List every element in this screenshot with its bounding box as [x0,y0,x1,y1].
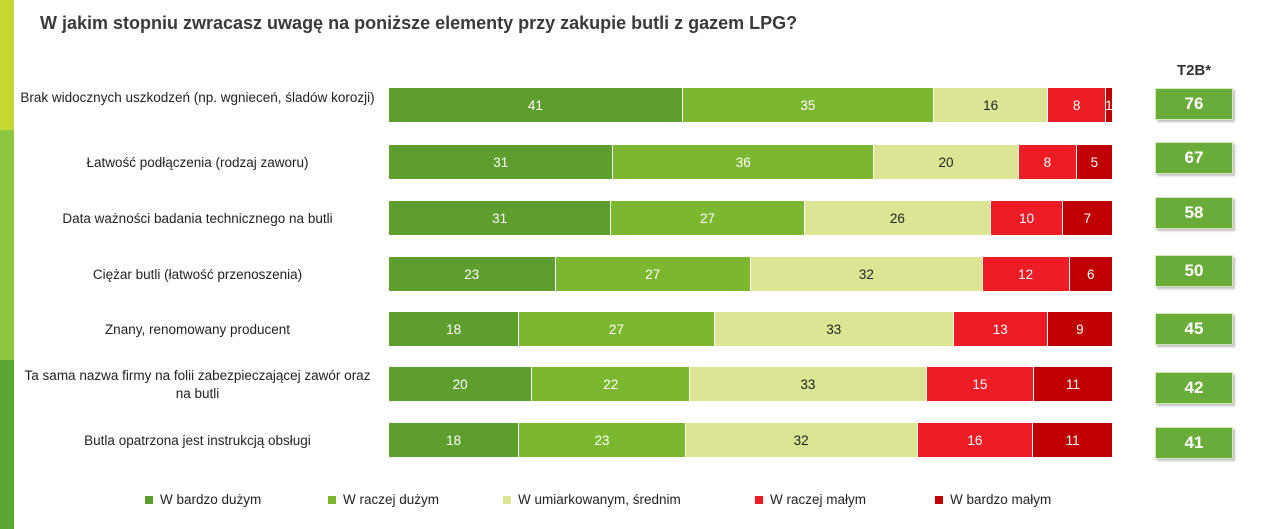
bar-segment: 11 [1033,423,1113,457]
bar-segment: 35 [682,88,934,122]
bar-segment: 23 [389,257,556,291]
t2b-header: T2B* [1176,62,1212,79]
legend-item: W umiarkowanym, średnim [503,492,681,507]
bar-segment: 36 [613,145,875,179]
t2b-value: 50 [1155,255,1233,287]
legend-swatch [145,495,153,504]
bar-segment: 23 [519,423,686,457]
bar-segment: 7 [1062,201,1113,235]
t2b-value: 42 [1155,372,1233,404]
bar-segment: 16 [917,423,1034,457]
t2b-value: 76 [1155,88,1233,120]
legend-item: W bardzo dużym [145,492,261,507]
row-label: Brak widocznych uszkodzeń (np. wgnieceń,… [20,90,375,105]
row-label: Butla opatrzona jest instrukcją obsługi [84,433,311,448]
bar-segment: 16 [933,88,1049,122]
bar-segment: 18 [389,423,520,457]
bar-row: 23 27 32 12 6 [389,257,1113,291]
bar-segment: 41 [389,88,683,122]
bar-segment: 10 [991,201,1063,235]
bar-segment: 26 [804,201,992,235]
bar-segment: 1 [1105,88,1113,122]
bar-segment: 11 [1034,367,1113,401]
bar-segment: 32 [751,257,983,291]
chart-legend: W bardzo dużym W raczej dużym W umiarkowan… [0,492,1279,512]
bar-segment: 32 [685,423,918,457]
bar-segment: 33 [690,367,927,401]
bar-segment: 8 [1048,88,1106,122]
legend-label: W bardzo małym [950,492,1052,507]
row-label: Ciężar butli (łatwość przenoszenia) [92,267,303,282]
bar-segment: 31 [389,145,614,179]
row-label: Data ważności badania technicznego na bu… [62,211,333,226]
row-label: Ta sama nazwa firmy na folii zabezpiecza… [24,368,371,401]
legend-label: W bardzo dużym [160,492,262,507]
bar-segment: 27 [555,257,751,291]
bar-segment: 5 [1076,145,1113,179]
t2b-value: 45 [1155,313,1233,345]
bar-segment: 33 [714,312,954,346]
legend-swatch [503,495,511,504]
legend-label: W umiarkowanym, średnim [518,492,681,507]
legend-item: W bardzo małym [935,492,1051,507]
bar-segment: 20 [874,145,1019,179]
row-label: Znany, renomowany producent [104,322,291,337]
t2b-value: 58 [1155,197,1233,229]
bar-segment: 9 [1047,312,1113,346]
chart-title: W jakim stopniu zwracasz uwagę na poniżs… [40,13,798,33]
t2b-value: 67 [1155,142,1233,174]
row-label: Łatwość podłączenia (rodzaj zaworu) [86,155,309,170]
accent-stripe-top [0,0,14,130]
legend-item: W raczej dużym [328,492,439,507]
legend-swatch [935,495,943,504]
t2b-value: 41 [1155,427,1233,459]
bar-row: 31 36 20 8 5 [389,145,1113,179]
accent-stripe-bottom [0,360,14,529]
legend-item: W raczej małym [755,492,866,507]
bar-segment: 15 [926,367,1035,401]
legend-label: W raczej dużym [343,492,440,507]
bar-row: 18 27 33 13 9 [389,312,1113,346]
bar-segment: 31 [389,201,612,235]
bar-row: 20 22 33 15 11 [389,367,1113,401]
bar-segment: 12 [982,257,1070,291]
accent-stripe-middle [0,130,14,360]
legend-label: W raczej małym [770,492,867,507]
bar-row: 41 35 16 8 1 [389,88,1113,122]
legend-swatch [755,495,763,504]
bar-segment: 27 [611,201,805,235]
bar-row: 31 27 26 10 7 [389,201,1113,235]
bar-segment: 13 [953,312,1048,346]
legend-swatch [328,495,336,504]
bar-segment: 27 [519,312,715,346]
bar-segment: 20 [389,367,533,401]
bar-row: 18 23 32 16 11 [389,423,1113,457]
bar-segment: 8 [1018,145,1077,179]
bar-segment: 6 [1069,257,1113,291]
bar-segment: 18 [389,312,520,346]
bar-segment: 22 [532,367,691,401]
